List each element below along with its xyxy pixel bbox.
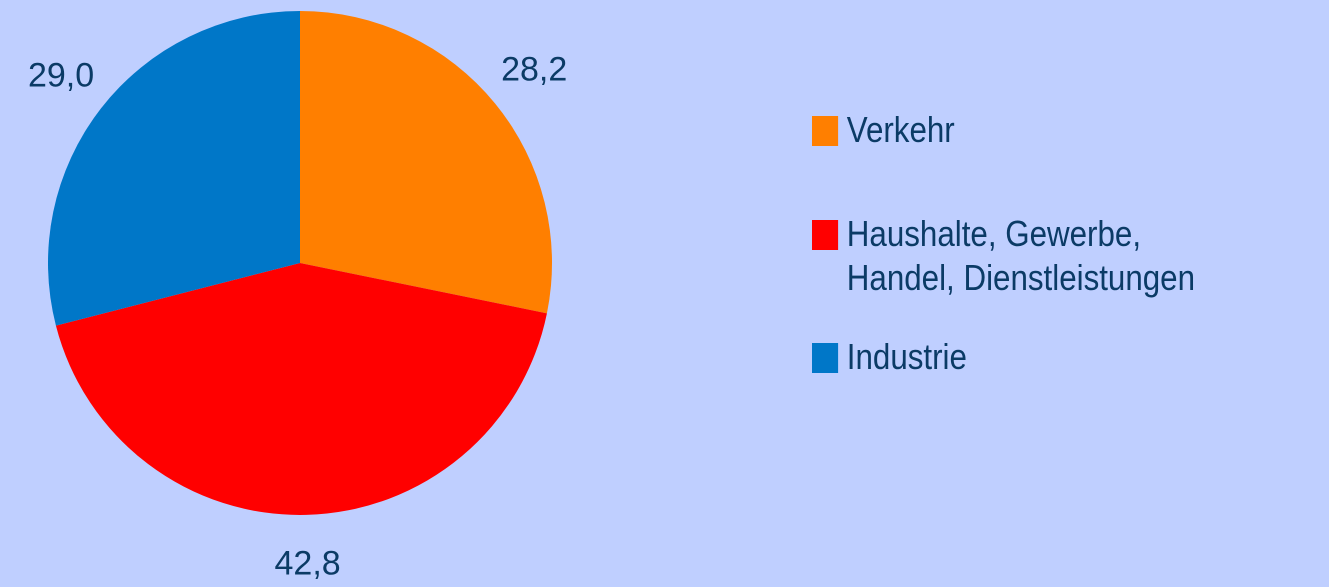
legend-item: Industrie — [812, 335, 1223, 379]
data-label: 28,2 — [501, 51, 567, 89]
data-label: 42,8 — [275, 544, 341, 582]
legend-swatch — [812, 116, 839, 146]
legend-item: Haushalte, Gewerbe, Handel, Dienstleistu… — [812, 212, 1223, 300]
legend-swatch — [812, 343, 839, 373]
legend-label: Industrie — [846, 336, 967, 377]
pie-slice — [300, 11, 552, 314]
legend-swatch — [812, 220, 839, 250]
legend-item: Verkehr — [812, 108, 1223, 152]
pie-slice — [55, 263, 547, 515]
pie-slice — [47, 11, 300, 326]
legend-label: Haushalte, Gewerbe, Handel, Dienstleistu… — [846, 213, 1196, 298]
legend-label: Verkehr — [846, 109, 955, 150]
data-label: 29,0 — [28, 57, 94, 95]
